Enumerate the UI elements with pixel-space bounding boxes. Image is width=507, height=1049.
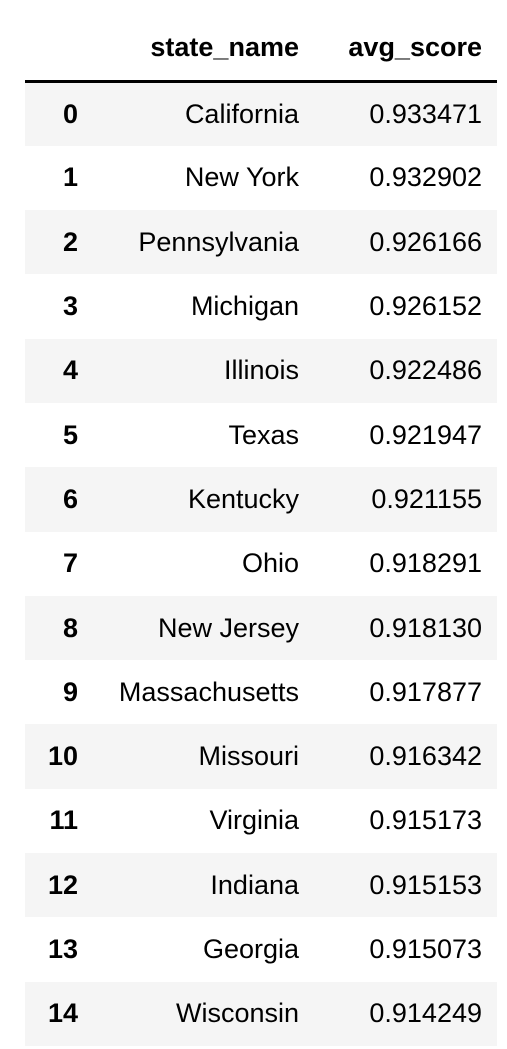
cell-avg-score: 0.918291 (369, 548, 482, 579)
row-index: 6 (62, 483, 78, 514)
table-row: 14 Wisconsin 0.914249 (25, 981, 497, 1046)
cell-avg-score: 0.926152 (369, 291, 482, 322)
table-row: 11 Virginia 0.915173 (25, 788, 497, 854)
cell-avg-score: 0.915153 (369, 869, 482, 900)
row-index: 8 (62, 612, 78, 643)
row-index: 5 (62, 419, 78, 450)
cell-state-name: Virginia (209, 805, 299, 836)
cell-state-name: Michigan (190, 291, 299, 322)
cell-state-name: Illinois (223, 355, 299, 386)
cell-avg-score: 0.916342 (369, 741, 482, 772)
cell-state-name: Pennsylvania (138, 226, 299, 257)
table-row: 3 Michigan 0.926152 (25, 274, 497, 339)
cell-avg-score: 0.933471 (369, 98, 482, 129)
row-index: 13 (47, 934, 78, 964)
row-index: 2 (62, 226, 78, 257)
dataframe-table: state_name avg_score 0 California 0.933471… (25, 15, 497, 1046)
table-row: 13 Georgia 0.915073 (25, 917, 497, 982)
cell-avg-score: 0.922486 (369, 355, 482, 386)
table-row: 10 Missouri 0.916342 (25, 724, 497, 789)
cell-avg-score: 0.921947 (369, 419, 482, 450)
cell-state-name: New York (184, 162, 299, 193)
cell-avg-score: 0.915073 (369, 934, 482, 964)
column-header-state-name: state_name (100, 15, 314, 83)
table-row: 7 Ohio 0.918291 (25, 531, 497, 596)
cell-state-name: New Jersey (157, 612, 299, 643)
cell-state-name: Massachusetts (118, 676, 299, 707)
cell-state-name: Ohio (241, 548, 299, 579)
header-row: state_name avg_score (25, 15, 497, 83)
row-index: 11 (49, 805, 78, 836)
table-body: 0 California 0.933471 1 New York 0.932902 2 Pen… (25, 81, 497, 1046)
row-index: 12 (47, 869, 78, 900)
cell-state-name: Indiana (210, 869, 299, 900)
row-index: 9 (62, 676, 78, 707)
row-index: 4 (62, 355, 78, 386)
cell-avg-score: 0.932902 (369, 162, 482, 193)
cell-state-name: Kentucky (187, 483, 299, 514)
table-row: 9 Massachusetts 0.917877 (25, 660, 497, 725)
cell-avg-score: 0.926166 (369, 226, 482, 257)
cell-avg-score: 0.918130 (369, 612, 482, 643)
table-row: 12 Indiana 0.915153 (25, 853, 497, 918)
row-index: 0 (62, 98, 78, 129)
cell-avg-score: 0.914249 (369, 998, 482, 1029)
column-header-avg-score: avg_score (314, 15, 497, 83)
table-row: 2 Pennsylvania 0.926166 (25, 210, 497, 275)
cell-avg-score: 0.915173 (369, 805, 482, 836)
row-index: 10 (47, 741, 78, 772)
cell-state-name: Texas (228, 419, 299, 450)
row-index: 14 (47, 998, 78, 1029)
cell-avg-score: 0.921155 (371, 483, 482, 514)
cell-state-name: California (184, 98, 299, 129)
row-index: 1 (62, 162, 78, 193)
cell-state-name: Wisconsin (175, 998, 299, 1029)
cell-state-name: Georgia (202, 934, 299, 964)
table-header: state_name avg_score (25, 15, 497, 83)
table-row: 6 Kentucky 0.921155 (25, 467, 497, 532)
index-header (25, 15, 100, 83)
table-row: 4 Illinois 0.922486 (25, 338, 497, 403)
table-row: 0 California 0.933471 (25, 81, 497, 146)
row-index: 7 (62, 548, 78, 579)
row-index: 3 (62, 291, 78, 322)
cell-avg-score: 0.917877 (369, 676, 482, 707)
table-row: 1 New York 0.932902 (25, 145, 497, 211)
cell-state-name: Missouri (198, 741, 299, 772)
table-row: 5 Texas 0.921947 (25, 402, 497, 468)
table-row: 8 New Jersey 0.918130 (25, 595, 497, 661)
